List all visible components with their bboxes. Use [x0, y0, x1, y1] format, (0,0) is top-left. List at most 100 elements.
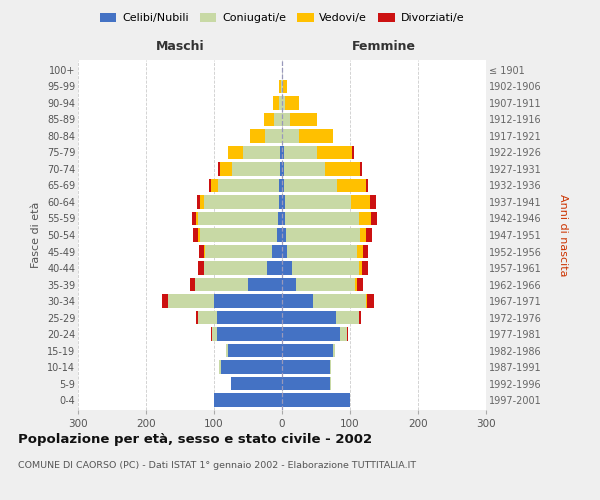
- Y-axis label: Anni di nascita: Anni di nascita: [559, 194, 568, 276]
- Bar: [211, 328, 212, 341]
- Bar: [282, 112, 290, 126]
- Bar: [212, 328, 217, 341]
- Bar: [286, 96, 299, 110]
- Bar: [283, 80, 287, 93]
- Bar: [217, 328, 282, 341]
- Bar: [282, 212, 286, 226]
- Bar: [196, 311, 199, 324]
- Bar: [355, 278, 358, 291]
- Bar: [282, 294, 313, 308]
- Bar: [282, 360, 329, 374]
- Bar: [337, 178, 365, 192]
- Bar: [284, 178, 337, 192]
- Bar: [290, 112, 317, 126]
- Bar: [359, 228, 367, 242]
- Bar: [282, 178, 284, 192]
- Bar: [286, 212, 359, 226]
- Bar: [370, 195, 376, 209]
- Bar: [205, 244, 272, 258]
- Bar: [279, 178, 282, 192]
- Bar: [280, 146, 282, 159]
- Bar: [282, 394, 350, 407]
- Bar: [248, 278, 282, 291]
- Bar: [267, 261, 282, 275]
- Bar: [277, 228, 282, 242]
- Bar: [278, 195, 282, 209]
- Bar: [285, 195, 352, 209]
- Bar: [299, 129, 333, 142]
- Bar: [227, 344, 282, 358]
- Bar: [282, 129, 299, 142]
- Bar: [278, 212, 282, 226]
- Bar: [365, 294, 367, 308]
- Bar: [274, 112, 282, 126]
- Y-axis label: Fasce di età: Fasce di età: [31, 202, 41, 268]
- Legend: Celibi/Nubili, Coniugati/e, Vedovi/e, Divorziati/e: Celibi/Nubili, Coniugati/e, Vedovi/e, Di…: [95, 8, 469, 28]
- Bar: [168, 294, 214, 308]
- Bar: [362, 261, 368, 275]
- Bar: [282, 311, 337, 324]
- Bar: [200, 228, 277, 242]
- Bar: [337, 311, 359, 324]
- Bar: [163, 294, 168, 308]
- Bar: [282, 261, 292, 275]
- Bar: [250, 129, 265, 142]
- Bar: [199, 228, 200, 242]
- Bar: [286, 228, 359, 242]
- Bar: [282, 228, 286, 242]
- Bar: [199, 311, 217, 324]
- Bar: [358, 278, 363, 291]
- Bar: [218, 178, 279, 192]
- Bar: [221, 360, 282, 374]
- Bar: [367, 228, 372, 242]
- Bar: [367, 294, 374, 308]
- Bar: [329, 377, 331, 390]
- Bar: [359, 261, 362, 275]
- Bar: [359, 212, 371, 226]
- Bar: [190, 278, 195, 291]
- Text: Popolazione per età, sesso e stato civile - 2002: Popolazione per età, sesso e stato civil…: [18, 432, 372, 446]
- Bar: [358, 244, 363, 258]
- Bar: [284, 162, 325, 175]
- Bar: [220, 162, 232, 175]
- Bar: [282, 244, 287, 258]
- Bar: [278, 96, 282, 110]
- Bar: [192, 212, 196, 226]
- Bar: [217, 311, 282, 324]
- Bar: [360, 162, 362, 175]
- Bar: [363, 244, 368, 258]
- Bar: [209, 178, 211, 192]
- Bar: [204, 261, 267, 275]
- Bar: [232, 162, 280, 175]
- Bar: [281, 80, 282, 93]
- Bar: [273, 96, 278, 110]
- Text: COMUNE DI CAORSO (PC) - Dati ISTAT 1° gennaio 2002 - Elaborazione TUTTITALIA.IT: COMUNE DI CAORSO (PC) - Dati ISTAT 1° ge…: [18, 460, 416, 469]
- Bar: [347, 328, 348, 341]
- Bar: [340, 328, 347, 341]
- Bar: [313, 294, 365, 308]
- Bar: [197, 212, 278, 226]
- Bar: [325, 162, 360, 175]
- Bar: [282, 377, 329, 390]
- Bar: [263, 112, 274, 126]
- Bar: [242, 146, 280, 159]
- Bar: [282, 96, 286, 110]
- Bar: [292, 261, 359, 275]
- Bar: [231, 377, 282, 390]
- Bar: [282, 278, 296, 291]
- Bar: [296, 278, 355, 291]
- Bar: [226, 344, 227, 358]
- Bar: [359, 311, 361, 324]
- Bar: [204, 195, 278, 209]
- Bar: [282, 146, 284, 159]
- Bar: [211, 178, 218, 192]
- Bar: [193, 228, 199, 242]
- Bar: [282, 80, 283, 93]
- Bar: [214, 394, 282, 407]
- Bar: [279, 80, 281, 93]
- Bar: [352, 146, 354, 159]
- Bar: [333, 344, 335, 358]
- Bar: [199, 261, 204, 275]
- Bar: [282, 328, 340, 341]
- Bar: [197, 195, 200, 209]
